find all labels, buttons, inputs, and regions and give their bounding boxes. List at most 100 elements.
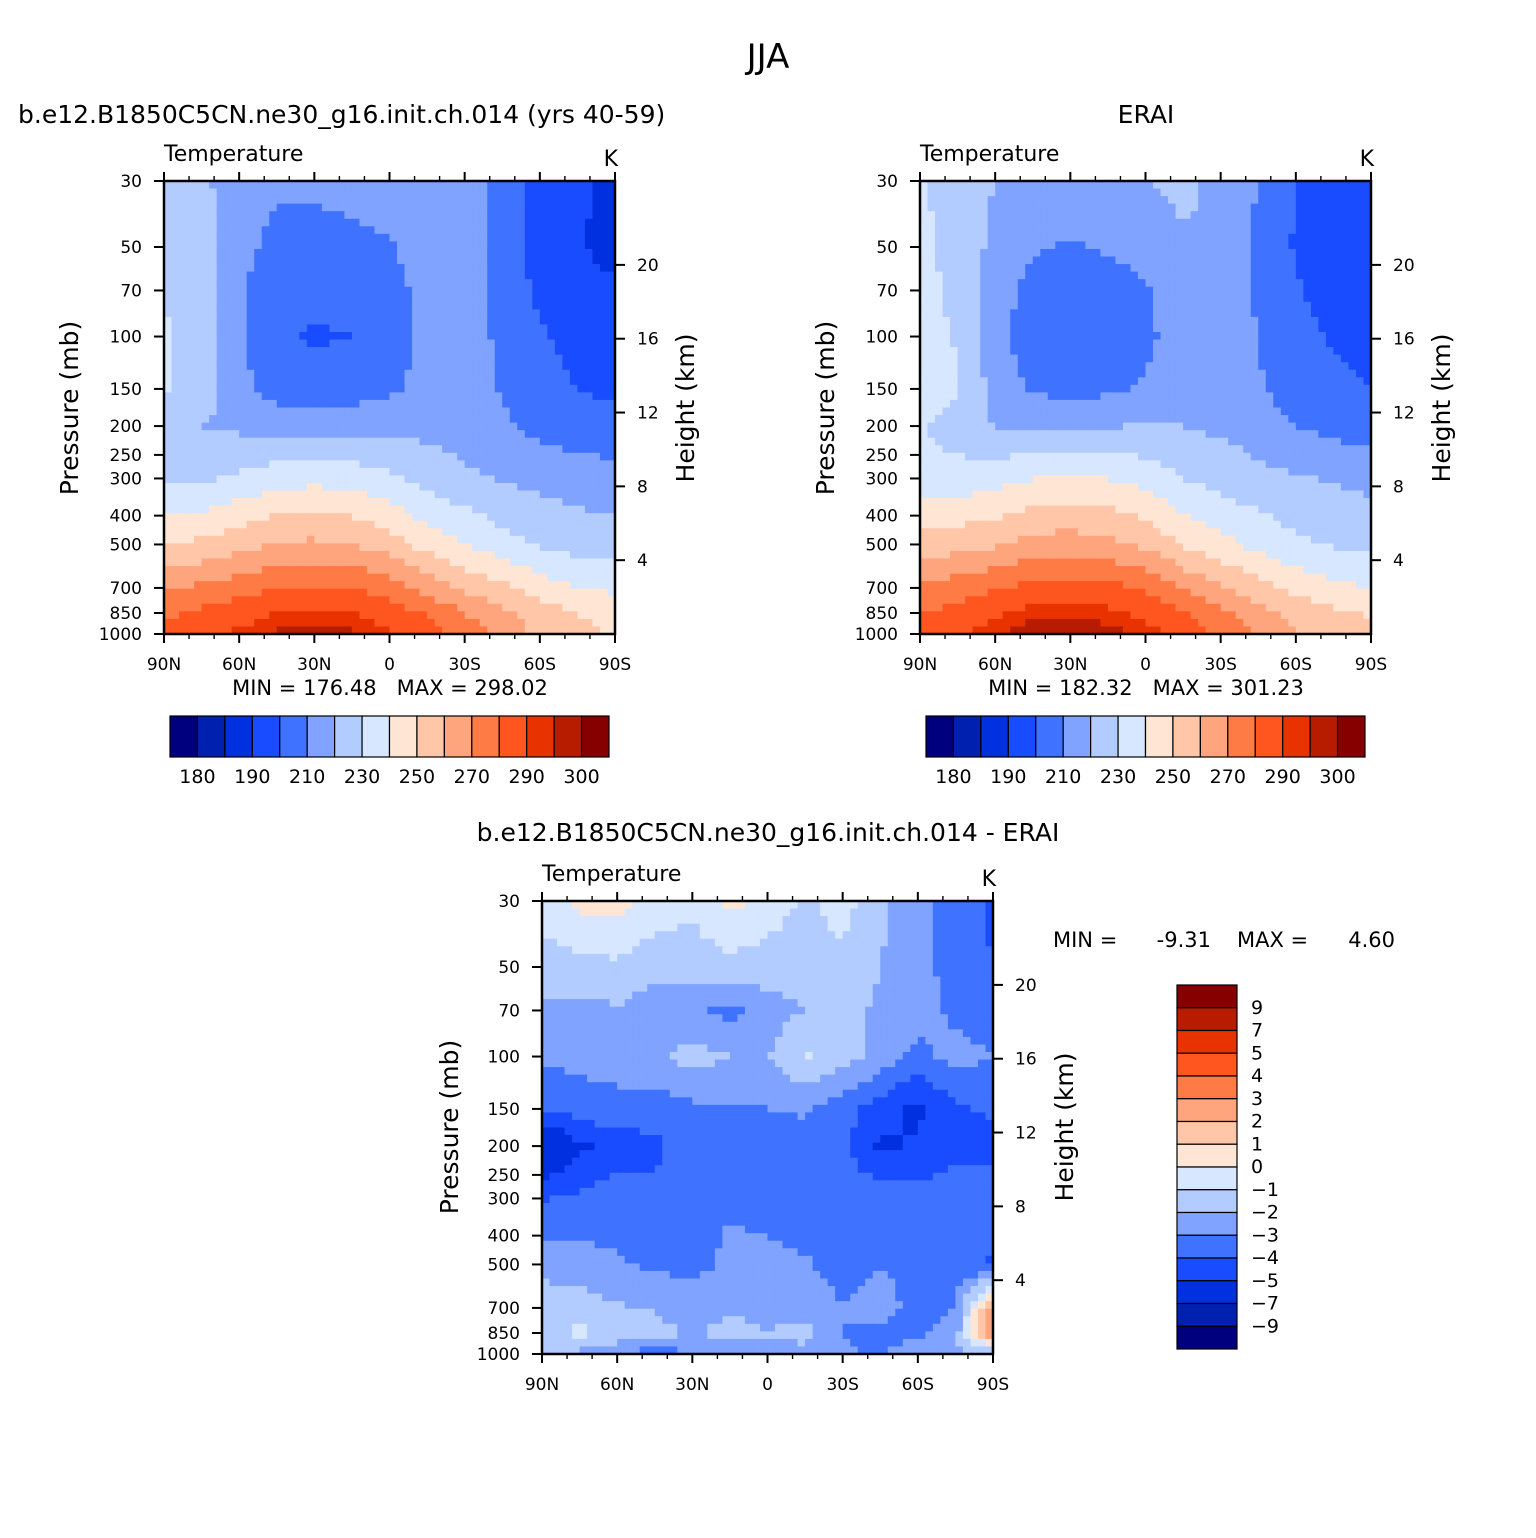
contour-cell [359,362,368,371]
contour-cell [479,301,488,310]
contour-cell [412,528,421,537]
y-tick-label: 30 [120,172,142,192]
contour-cell [179,558,188,567]
contour-cell [209,611,218,620]
contour-cell [607,294,616,303]
contour-cell [224,188,233,197]
contour-cell [164,347,173,356]
contour-cell [1153,271,1162,280]
contour-cell [201,505,210,514]
contour-cell [299,490,308,499]
contour-cell [1265,279,1274,288]
contour-cell [389,505,398,514]
contour-cell [381,520,391,529]
contour-cell [547,483,556,492]
contour-cell [577,196,586,205]
contour-cell [359,490,368,499]
contour-cell [224,256,233,265]
contour-cell [351,543,361,552]
contour-cell [935,309,944,318]
contour-cell [216,528,225,537]
contour-cell [607,603,616,612]
contour-cell [381,513,391,522]
contour-cell [381,626,391,635]
contour-cell [209,566,218,575]
contour-cell [509,498,518,507]
contour-cell [216,581,225,590]
contour-cell [397,513,406,522]
contour-cell [524,550,533,560]
contour-cell [171,445,180,454]
contour-cell [562,535,571,544]
contour-cell [321,309,330,318]
contour-cell [569,369,579,378]
contour-cell [164,445,173,454]
contour-cell [607,392,616,401]
contour-cell [607,505,616,514]
contour-cell [179,369,188,378]
contour-cell [344,596,353,605]
contour-cell [321,618,330,628]
contour-cell [554,528,563,537]
contour-cell [569,196,579,205]
contour-cell [502,218,511,227]
contour-cell [224,324,233,333]
contour-cell [314,505,323,514]
contour-cell [935,211,944,220]
contour-cell [434,437,443,446]
contour-cell [412,460,421,469]
contour-cell [344,256,353,265]
contour-cell [1100,256,1109,265]
contour-cell [224,596,233,605]
contour-cell [291,271,300,280]
contour-cell [374,483,383,492]
contour-cell [216,181,225,190]
contour-cell [987,241,996,250]
contour-cell [1017,271,1026,280]
contour-cell [216,203,225,212]
contour-cell [577,452,586,461]
contour-cell [1062,316,1071,326]
contour-cell [239,203,248,212]
contour-cell [284,354,293,363]
contour-cell [1190,316,1199,326]
contour-cell [509,505,518,514]
contour-cell [239,218,248,227]
contour-cell [1137,211,1147,220]
contour-cell [284,550,293,560]
contour-cell [577,407,586,416]
contour-cell [569,384,579,393]
contour-cell [509,241,518,250]
contour-cell [299,264,308,273]
contour-cell [201,475,210,484]
contour-cell [494,611,503,620]
contour-cell [517,566,526,575]
contour-cell [464,233,473,242]
contour-cell [284,196,293,205]
contour-cell [209,543,218,552]
contour-cell [276,309,285,318]
contour-cell [494,226,503,235]
contour-cell [261,354,270,363]
contour-cell [254,384,263,393]
contour-cell [472,347,481,356]
contour-cell [299,558,308,567]
contour-cell [449,256,458,265]
contour-cell [344,543,353,552]
contour-cell [404,437,413,446]
contour-cell [554,196,563,205]
contour-cell [329,498,338,507]
contour-cell [1107,264,1117,273]
contour-cell [457,445,466,454]
contour-cell [389,384,398,393]
contour-cell [1070,271,1079,280]
contour-cell [359,399,368,409]
contour-cell [269,362,278,371]
contour-cell [950,188,959,197]
contour-cell [569,309,579,318]
contour-cell [186,218,195,227]
contour-cell [329,483,338,492]
contour-cell [321,256,330,265]
contour-cell [957,301,966,310]
contour-cell [186,490,195,499]
